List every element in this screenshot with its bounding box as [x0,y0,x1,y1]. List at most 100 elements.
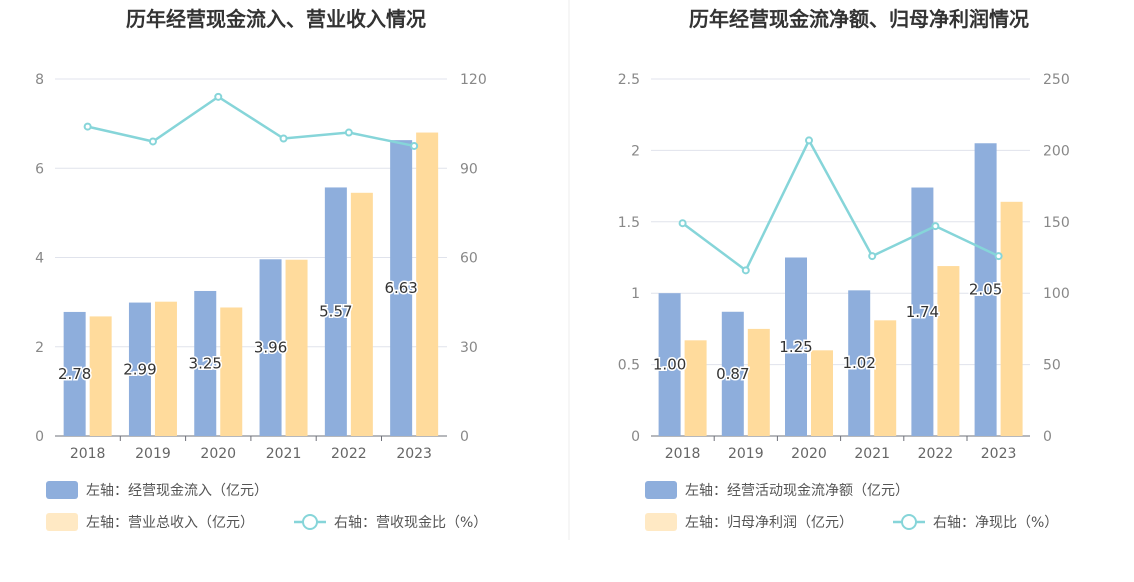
line-point [868,252,877,261]
y-right-tick-label: 50 [1043,358,1061,374]
data-label: 5.57 [319,303,352,321]
bar-series-2 [874,320,897,436]
legend-label: 右轴：净现比（%） [933,515,1058,531]
y-left-tick-label: 2 [631,143,640,159]
bar-series-1 [390,140,413,437]
y-left-tick-label: 0 [35,429,44,445]
line-point [83,122,92,131]
bar-series-1 [63,311,86,436]
bar-series-1 [848,290,871,436]
legend-swatch-marker [901,514,917,530]
bar-series-2 [1000,201,1023,436]
data-label: 2.05 [969,281,1002,299]
y-right-tick-label: 100 [1043,286,1070,302]
chart-title: 历年经营现金流入、营业收入情况 [126,7,426,31]
chart-panel-2: 历年经营现金流净额、归母净利润情况 0 0.5 1 1.5 2 2.5 0 50 100 150 20… [618,7,1070,531]
data-label: 6.63 [384,279,417,297]
legend-label: 左轴：经营活动现金流净额（亿元） [685,483,909,499]
bar-series-2 [220,307,243,436]
data-label: 3.96 [254,339,287,357]
data-label: 1.74 [906,303,939,321]
line-point [410,141,419,150]
legend-swatch-marker [302,514,318,530]
legend-swatch-bar [46,513,78,531]
line-point [805,136,813,145]
x-tick-label: 2018 [70,446,106,462]
line-point [678,219,687,228]
y-right-tick-label: 0 [460,429,469,445]
x-tick-label: 2023 [981,446,1017,462]
line-point [994,252,1003,261]
data-label: 2.78 [58,365,91,383]
bar-series-1 [721,311,744,436]
x-tick-label: 2021 [266,446,302,462]
bar-series-1 [324,187,347,436]
y-right-tick-label: 150 [1043,215,1070,231]
x-tick-label: 2023 [396,446,432,462]
bar-series-1 [259,259,282,436]
y-right-tick-label: 120 [460,72,487,88]
line-point [148,137,157,146]
y-right-tick-label: 90 [460,161,478,177]
line-series [87,95,415,148]
data-label: 1.25 [779,338,812,356]
chart-title: 历年经营现金流净额、归母净利润情况 [689,7,1029,31]
y-right-tick-label: 60 [460,251,478,267]
bar-series-1 [658,293,681,436]
line-point [931,222,940,231]
bar-series-1 [194,290,217,436]
y-right-tick-label: 0 [1043,429,1052,445]
bar-series-2 [811,350,833,436]
data-label: 1.00 [653,356,686,374]
legend-swatch-bar [46,481,78,499]
bar-series-1 [974,143,997,436]
line-point [214,92,223,101]
x-tick-label: 2022 [331,446,367,462]
y-left-tick-label: 0 [631,429,640,445]
line-point [344,128,353,137]
y-left-tick-label: 1 [631,286,640,302]
bar-series-2 [937,266,960,436]
y-left-tick-label: 2 [35,340,44,356]
data-label: 0.87 [716,365,749,383]
x-tick-label: 2019 [135,446,171,462]
y-left-tick-label: 2.5 [618,72,640,88]
legend-label: 左轴：经营现金流入（亿元） [86,483,268,499]
data-label: 1.02 [842,354,875,372]
y-left-tick-label: 0.5 [618,358,640,374]
x-tick-label: 2021 [854,446,890,462]
bar-series-1 [128,302,151,436]
y-left-tick-label: 8 [35,72,44,88]
line-series [681,137,1000,273]
y-right-tick-label: 250 [1043,72,1070,88]
bar-series-2 [350,192,373,436]
y-right-tick-label: 200 [1043,143,1070,159]
y-right-tick-label: 30 [460,340,478,356]
bar-series-2 [747,328,770,436]
x-tick-label: 2019 [728,446,764,462]
y-left-tick-label: 1.5 [618,215,640,231]
x-tick-label: 2020 [791,446,827,462]
legend-label: 右轴：营收现金比（%） [334,515,487,531]
bar-series-1 [911,187,934,436]
legend-swatch-bar [645,513,677,531]
bar-series-2 [285,259,308,436]
line-point [279,134,288,143]
legend-label: 左轴：归母净利润（亿元） [685,514,853,531]
x-tick-label: 2022 [918,446,954,462]
x-tick-label: 2018 [665,446,701,462]
bar-series-1 [785,257,807,436]
y-left-tick-label: 4 [35,251,44,267]
bar-series-2 [89,316,112,436]
data-label: 2.99 [123,360,156,378]
data-label: 3.25 [189,354,222,372]
x-tick-label: 2020 [200,446,236,462]
bar-series-2 [154,301,177,436]
y-left-tick-label: 6 [35,161,44,177]
bar-series-2 [416,132,439,437]
line-point [741,266,750,275]
legend-swatch-bar [645,481,677,499]
chart-panel-1: 历年经营现金流入、营业收入情况 0 2 4 6 8 0 30 60 90 120 2018 2019 20… [35,7,487,531]
